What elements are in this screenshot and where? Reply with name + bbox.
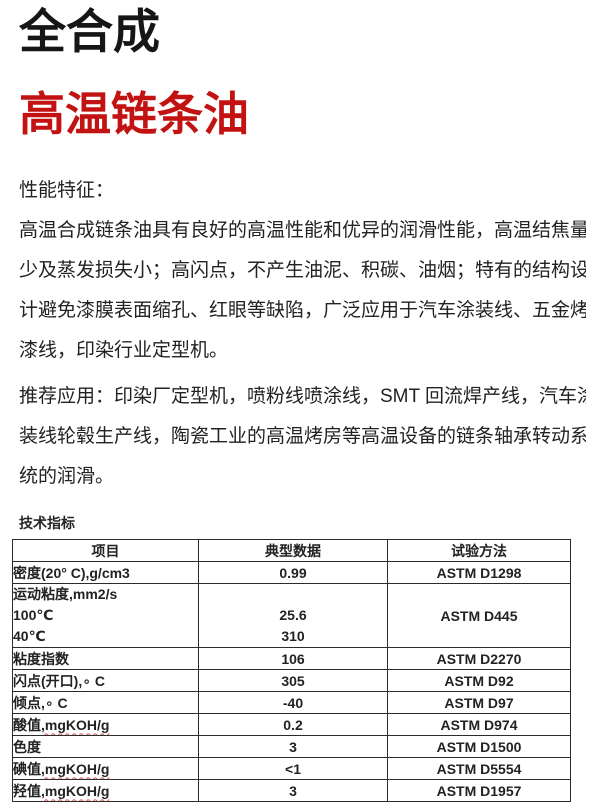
test-method-cell: ASTM D1298: [387, 561, 571, 584]
item-cell: 密度(20° C),g/cm3: [12, 561, 199, 584]
test-method-cell: ASTM D1957: [387, 779, 571, 802]
body-text-line: 统的润滑。: [19, 466, 115, 487]
application-paragraph: 推荐应用：印染厂定型机，喷粉线喷涂线，SMT 回流焊产线，汽车涂 装线轮毂生产线，…: [19, 377, 586, 497]
body-text-line: 推荐应用：印染厂定型机，喷粉线喷涂线，SMT 回流焊产线，汽车涂: [19, 386, 586, 407]
item-cell-line: 100℃: [13, 607, 54, 623]
value-cell-line: 25.6: [279, 607, 307, 623]
table-header-cell: 项目: [12, 539, 199, 562]
spellcheck-underlined-text: ,mgKOH/g: [41, 760, 110, 777]
table-row: 密度(20° C),g/cm3 0.99 ASTM D1298: [12, 561, 571, 584]
typical-value-cell: 0.2: [198, 713, 388, 736]
test-method-cell: ASTM D445: [387, 583, 571, 648]
spec-table: 项目 典型数据 试验方法 密度(20° C),g/cm3 0.99 ASTM D1298…: [12, 539, 571, 802]
item-cell-line: 40℃: [13, 628, 46, 644]
item-cell: 粘度指数: [12, 647, 199, 670]
body-text-line: 装线轮毂生产线，陶瓷工业的高温烤房等高温设备的链条轴承转动系: [19, 426, 586, 447]
body-text-block: 性能特征： 高温合成链条油具有良好的高温性能和优异的润滑性能，高温结焦量 少及蒸发…: [19, 171, 586, 497]
typical-value-cell: <1: [198, 757, 388, 780]
table-row: 倾点,∘ C -40 ASTM D97: [12, 691, 571, 714]
typical-value-cell: 106: [198, 647, 388, 670]
value-cell-line: [200, 585, 387, 606]
typical-value-cell: 3: [198, 735, 388, 758]
performance-section-heading: 性能特征：: [19, 180, 115, 201]
item-cell-line: 运动粘度,mm2/s: [13, 586, 118, 602]
item-cell: 闪点(开口),∘ C: [12, 669, 199, 692]
item-cell: 酸值,mgKOH/g: [12, 713, 199, 736]
product-name-title: 高温链条油: [19, 88, 249, 140]
table-row: 羟值,mgKOH/g 3 ASTM D1957: [12, 779, 571, 802]
test-method-cell: ASTM D92: [387, 669, 571, 692]
body-text-line: 计避免漆膜表面缩孔、红眼等缺陷，广泛应用于汽车涂装线、五金烤: [19, 300, 586, 321]
product-series-title: 全合成: [19, 5, 160, 58]
body-text-line: 漆线，印染行业定型机。: [19, 340, 229, 361]
body-text-line: 高温合成链条油具有良好的高温性能和优异的润滑性能，高温结焦量: [19, 220, 586, 241]
table-header-row: 项目 典型数据 试验方法: [12, 539, 571, 562]
test-method-cell: ASTM D2270: [387, 647, 571, 670]
typical-value-cell: 3: [198, 779, 388, 802]
typical-value-cell: 0.99: [198, 561, 388, 584]
table-row: 闪点(开口),∘ C 305 ASTM D92: [12, 669, 571, 692]
table-row: 酸值,mgKOH/g 0.2 ASTM D974: [12, 713, 571, 736]
typical-value-cell: 25.6 310: [198, 583, 388, 648]
value-cell-line: 310: [281, 628, 305, 644]
item-cell: 羟值,mgKOH/g: [12, 779, 199, 802]
table-row: 粘度指数 106 ASTM D2270: [12, 647, 571, 670]
typical-value-cell: -40: [198, 691, 388, 714]
table-row: 色度 3 ASTM D1500: [12, 735, 571, 758]
item-cell: 碘值,mgKOH/g: [12, 757, 199, 780]
test-method-cell: ASTM D5554: [387, 757, 571, 780]
typical-value-cell: 305: [198, 669, 388, 692]
test-method-cell: ASTM D97: [387, 691, 571, 714]
item-cell: 倾点,∘ C: [12, 691, 199, 714]
table-row: 碘值,mgKOH/g <1 ASTM D5554: [12, 757, 571, 780]
test-method-cell: ASTM D1500: [387, 735, 571, 758]
spellcheck-underlined-text: ,mgKOH/g: [41, 716, 110, 733]
spellcheck-underlined-text: ,mgKOH/g: [41, 782, 110, 799]
table-header-cell: 试验方法: [387, 539, 571, 562]
item-cell: 运动粘度,mm2/s 100℃ 40℃: [12, 583, 199, 648]
item-cell: 色度: [12, 735, 199, 758]
spec-table-body: 密度(20° C),g/cm3 0.99 ASTM D1298 运动粘度,mm2/s 1…: [12, 561, 571, 802]
performance-paragraph: 高温合成链条油具有良好的高温性能和优异的润滑性能，高温结焦量 少及蒸发损失小；高闪…: [19, 211, 586, 371]
spec-table-header: 项目 典型数据 试验方法: [12, 539, 571, 562]
table-row: 运动粘度,mm2/s 100℃ 40℃ 25.6 310 ASTM D445: [12, 583, 571, 648]
spec-table-title: 技术指标: [19, 515, 75, 531]
table-header-cell: 典型数据: [198, 539, 388, 562]
body-text-line: 少及蒸发损失小；高闪点，不产生油泥、积碳、油烟；特有的结构设: [19, 260, 586, 281]
test-method-cell: ASTM D974: [387, 713, 571, 736]
